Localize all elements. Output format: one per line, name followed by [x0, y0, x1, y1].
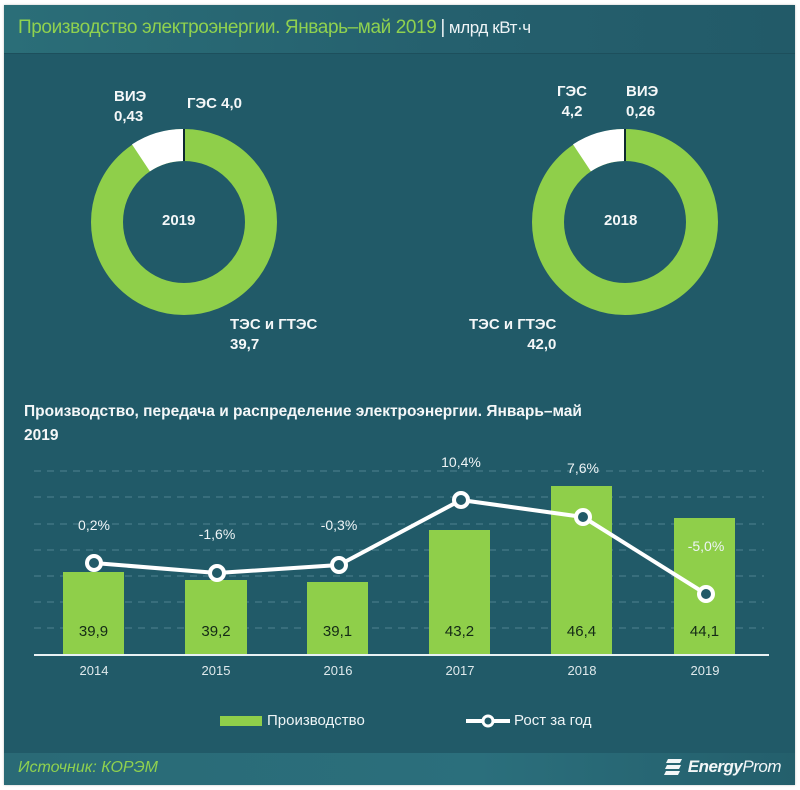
- label-line: ВИЭ: [626, 83, 659, 100]
- bar-value-2019: 44,1: [689, 623, 720, 640]
- donut-2018-ges-label: ГЭС 4,2: [557, 82, 587, 122]
- x-tick-2015: 2015: [201, 663, 231, 678]
- growth-line: [93, 498, 708, 596]
- marker-2019: [697, 585, 715, 603]
- bar-2017: [429, 530, 490, 655]
- donut-2019-tes-label: ТЭС и ГТЭС 39,7: [230, 315, 317, 355]
- marker-2018: [574, 508, 592, 526]
- bar-value-2018: 46,4: [566, 623, 597, 640]
- label-line: ГЭС: [557, 83, 588, 100]
- logo-text: EnergyProm: [687, 757, 782, 777]
- legend-growth: Рост за год: [465, 712, 592, 729]
- donut-2019-vie-label: ВИЭ 0,43: [114, 87, 146, 127]
- bar-chart-title: Производство, передача и распределение э…: [24, 400, 724, 448]
- title-line-2: 2019: [24, 427, 59, 444]
- legend-bar-swatch-icon: [220, 715, 262, 726]
- legend-growth-label: Рост за год: [514, 712, 592, 729]
- bar-2014: [63, 572, 124, 655]
- bar-2016: [307, 582, 368, 655]
- marker-2014: [85, 554, 103, 572]
- donut-2019-ges-segment: [132, 129, 184, 172]
- label-value: 0,26: [626, 103, 656, 120]
- label-line: ТЭС и ГТЭС: [230, 316, 318, 333]
- label-value: 39,7: [230, 336, 260, 353]
- donut-2019: [91, 129, 277, 315]
- donut-2018-tes-label: ТЭС и ГТЭС 42,0: [469, 315, 556, 355]
- growth-label-2018: 7,6%: [567, 460, 599, 476]
- donut-2018: [532, 129, 718, 315]
- growth-label-2014: 0,2%: [78, 517, 110, 533]
- energyprom-logo-icon: [663, 759, 682, 775]
- bar-line-chart: [34, 470, 769, 656]
- label-value: 42,0: [527, 336, 557, 353]
- growth-markers: [85, 491, 715, 603]
- marker-2016: [330, 556, 348, 574]
- label-line: ТЭС и ГТЭС: [469, 316, 557, 333]
- label-line: ВИЭ: [114, 88, 147, 105]
- header-bar: Производство электроэнергии. Январь–май …: [4, 5, 795, 54]
- bar-value-2014: 39,9: [78, 623, 109, 640]
- bar-2015: [185, 580, 247, 655]
- title-separator: |: [440, 17, 445, 38]
- donut-2019-ges-label: ГЭС 4,0: [187, 95, 243, 112]
- donut-charts: [91, 129, 718, 315]
- logo-text-thin: Prom: [742, 757, 781, 776]
- source-note: Источник: КОРЭМ: [18, 759, 158, 776]
- marker-2015: [208, 564, 226, 582]
- x-tick-2019: 2019: [690, 663, 720, 678]
- x-tick-2017: 2017: [445, 663, 475, 678]
- donut-2019-center-label: 2019: [162, 212, 196, 229]
- growth-label-2015: -1,6%: [198, 526, 236, 542]
- legend-line-marker-icon: [466, 714, 510, 727]
- growth-label-2016: -0,3%: [320, 517, 358, 533]
- bar-value-2016: 39,1: [322, 623, 353, 640]
- x-tick-2014: 2014: [79, 663, 109, 678]
- title-unit: млрд кВт·ч: [448, 18, 531, 37]
- infographic-panel: Производство электроэнергии. Январь–май …: [4, 5, 795, 785]
- donut-2018-center-label: 2018: [604, 212, 638, 229]
- donut-2018-ges-segment: [573, 129, 625, 172]
- growth-label-2019: -5,0%: [687, 538, 725, 554]
- legend-production: Производство: [220, 712, 365, 729]
- gridlines: [34, 470, 764, 629]
- growth-label-2017: 10,4%: [441, 454, 481, 470]
- donut-2018-vie-label: ВИЭ 0,26: [626, 82, 658, 122]
- x-tick-2018: 2018: [567, 663, 597, 678]
- page-title: Производство электроэнергии. Январь–май …: [18, 17, 531, 39]
- bar-value-2017: 43,2: [444, 623, 475, 640]
- x-tick-2016: 2016: [323, 663, 353, 678]
- marker-2017: [452, 491, 470, 509]
- title-line-1: Производство, передача и распределение э…: [24, 403, 582, 420]
- title-text: Производство электроэнергии. Январь–май …: [18, 17, 437, 38]
- legend-production-label: Производство: [267, 712, 365, 729]
- label-value: 0,43: [114, 108, 144, 125]
- logo-text-bold: Energy: [687, 757, 743, 776]
- footer-bar: Источник: КОРЭМ EnergyProm: [4, 753, 795, 785]
- label-value: 4,2: [561, 103, 583, 120]
- bar-value-2015: 39,2: [201, 623, 231, 640]
- energyprom-logo: EnergyProm: [663, 757, 782, 777]
